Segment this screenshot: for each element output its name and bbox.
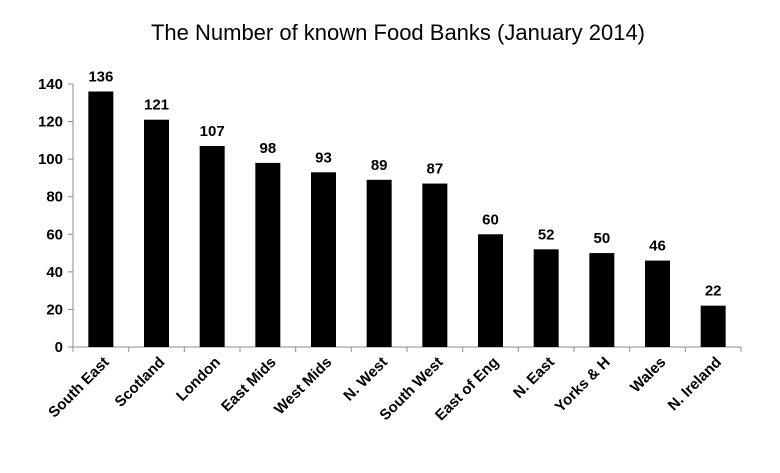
bar	[88, 91, 114, 347]
data-labels: 136 121 107 98 93 89 87 60 52 50 46 22	[88, 69, 721, 300]
y-tick-label: 80	[46, 189, 63, 206]
data-label: 22	[705, 283, 722, 300]
bar	[422, 183, 448, 347]
x-tick-label: Wales	[627, 354, 669, 396]
y-tick-label: 0	[55, 339, 63, 356]
x-tick-label: South East	[45, 354, 112, 421]
y-tick-label: 20	[46, 301, 63, 318]
bar	[144, 119, 169, 347]
y-tick-label: 60	[46, 226, 63, 243]
x-tick-label: Yorks & H	[552, 354, 614, 416]
x-tick-label: N. Ireland	[665, 354, 725, 414]
data-label: 89	[371, 157, 388, 174]
bar	[366, 179, 392, 347]
data-label: 121	[144, 97, 169, 114]
y-tick-label: 40	[46, 264, 63, 281]
data-label: 60	[482, 211, 499, 228]
bar	[255, 162, 281, 347]
x-tick-label: London	[173, 354, 224, 405]
data-label: 98	[259, 140, 276, 157]
y-tick-label: 120	[38, 114, 63, 131]
data-label: 136	[88, 69, 113, 86]
data-label: 93	[315, 149, 332, 166]
data-label: 52	[538, 226, 555, 243]
data-label: 46	[649, 238, 666, 255]
bars	[88, 91, 726, 347]
bar	[533, 249, 559, 347]
data-label: 107	[200, 123, 225, 140]
bar	[700, 305, 726, 347]
y-tick-label: 100	[38, 151, 63, 168]
x-tick-label: West Mids	[271, 354, 335, 418]
chart-title: The Number of known Food Banks (January …	[151, 20, 645, 45]
x-tick-label: N. West	[340, 354, 391, 405]
bar	[199, 145, 225, 347]
bar	[589, 253, 615, 347]
data-label: 87	[426, 161, 443, 178]
x-tick-label: N. East	[510, 354, 558, 402]
data-label: 50	[593, 230, 610, 247]
axes	[72, 84, 742, 352]
y-axis-ticks: 0 20 40 60 80 100 120 140	[38, 76, 73, 356]
y-tick-label: 140	[38, 76, 63, 93]
x-tick-label: Scotland	[112, 354, 169, 411]
bar	[478, 234, 503, 347]
bar	[645, 260, 670, 347]
bar	[311, 172, 336, 347]
